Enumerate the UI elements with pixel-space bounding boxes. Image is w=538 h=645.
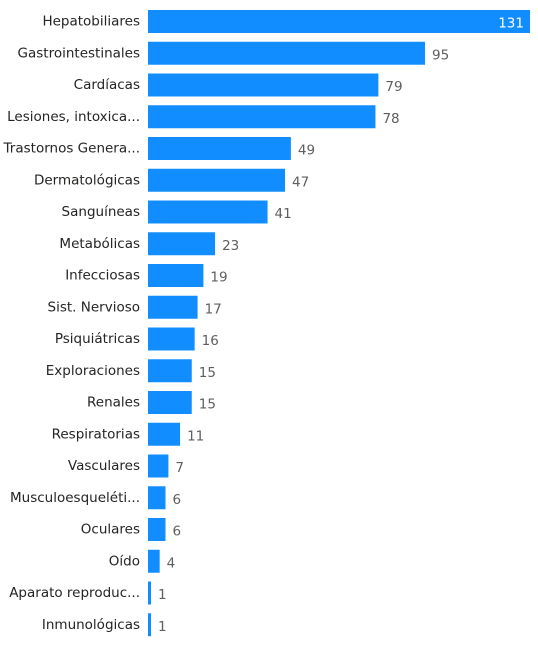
data-label: 41 — [275, 206, 292, 222]
data-label: 95 — [432, 47, 449, 63]
category-label: Exploraciones — [46, 363, 140, 379]
bar[interactable] — [148, 422, 181, 446]
bar[interactable] — [148, 454, 169, 478]
category-label: Infecciosas — [65, 268, 140, 284]
data-label: 1 — [158, 619, 167, 635]
data-label: 11 — [187, 428, 204, 444]
category-label: Dermatológicas — [34, 172, 140, 188]
bar[interactable] — [148, 137, 291, 160]
bar[interactable] — [148, 264, 204, 287]
bar[interactable] — [148, 10, 530, 33]
category-label: Cardíacas — [74, 77, 140, 93]
bar[interactable] — [148, 549, 160, 573]
category-label: Lesiones, intoxica... — [7, 109, 140, 125]
category-label: Inmunológicas — [42, 617, 140, 633]
data-label: 17 — [205, 301, 222, 317]
category-label: Trastornos Genera... — [3, 141, 140, 157]
category-label: Renales — [87, 395, 140, 411]
bar[interactable] — [148, 200, 268, 224]
category-label: Vasculares — [68, 458, 140, 474]
category-label: Metabólicas — [59, 236, 140, 252]
data-label: 1 — [158, 587, 167, 603]
data-label: 6 — [172, 492, 181, 508]
data-label: 78 — [382, 111, 399, 127]
data-label: 47 — [292, 174, 309, 190]
bar[interactable] — [148, 518, 166, 541]
category-label: Sist. Nervioso — [48, 299, 140, 315]
category-axis-labels: Hepatobiliares Gastrointestinales Cardíaca… — [3, 14, 140, 633]
category-label: Hepatobiliares — [42, 14, 140, 30]
bar[interactable] — [148, 232, 216, 256]
data-label: 19 — [210, 270, 227, 286]
category-label: Gastrointestinales — [18, 45, 140, 61]
bar[interactable] — [148, 581, 151, 605]
bar[interactable] — [148, 486, 166, 510]
bar[interactable] — [148, 391, 192, 414]
data-label: 6 — [172, 524, 181, 540]
data-label: 15 — [199, 365, 216, 381]
bar[interactable] — [148, 295, 198, 319]
bar[interactable] — [148, 105, 376, 129]
category-label: Aparato reproduc... — [9, 585, 140, 601]
data-label: 49 — [298, 143, 315, 159]
category-label: Musculoesqueléti... — [10, 490, 140, 506]
data-label: 7 — [175, 460, 184, 476]
data-label: 79 — [385, 79, 402, 95]
category-label: Psiquiátricas — [55, 331, 140, 347]
bar[interactable] — [148, 73, 379, 97]
bar[interactable] — [148, 168, 286, 192]
bar-series — [148, 10, 530, 637]
bar[interactable] — [148, 359, 192, 383]
bar[interactable] — [148, 41, 426, 65]
bar[interactable] — [148, 327, 195, 351]
data-label: 4 — [167, 555, 176, 571]
bar[interactable] — [148, 613, 151, 637]
category-label: Oculares — [81, 522, 140, 538]
data-label: 131 — [498, 16, 524, 32]
data-label: 16 — [202, 333, 219, 349]
category-label: Oído — [109, 553, 140, 569]
category-label: Respiratorias — [52, 426, 140, 442]
data-label: 15 — [199, 397, 216, 413]
category-label: Sanguíneas — [62, 204, 140, 220]
data-label: 23 — [222, 238, 239, 254]
